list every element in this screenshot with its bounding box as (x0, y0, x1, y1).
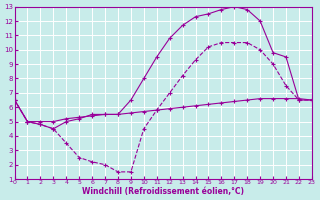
X-axis label: Windchill (Refroidissement éolien,°C): Windchill (Refroidissement éolien,°C) (82, 187, 244, 196)
